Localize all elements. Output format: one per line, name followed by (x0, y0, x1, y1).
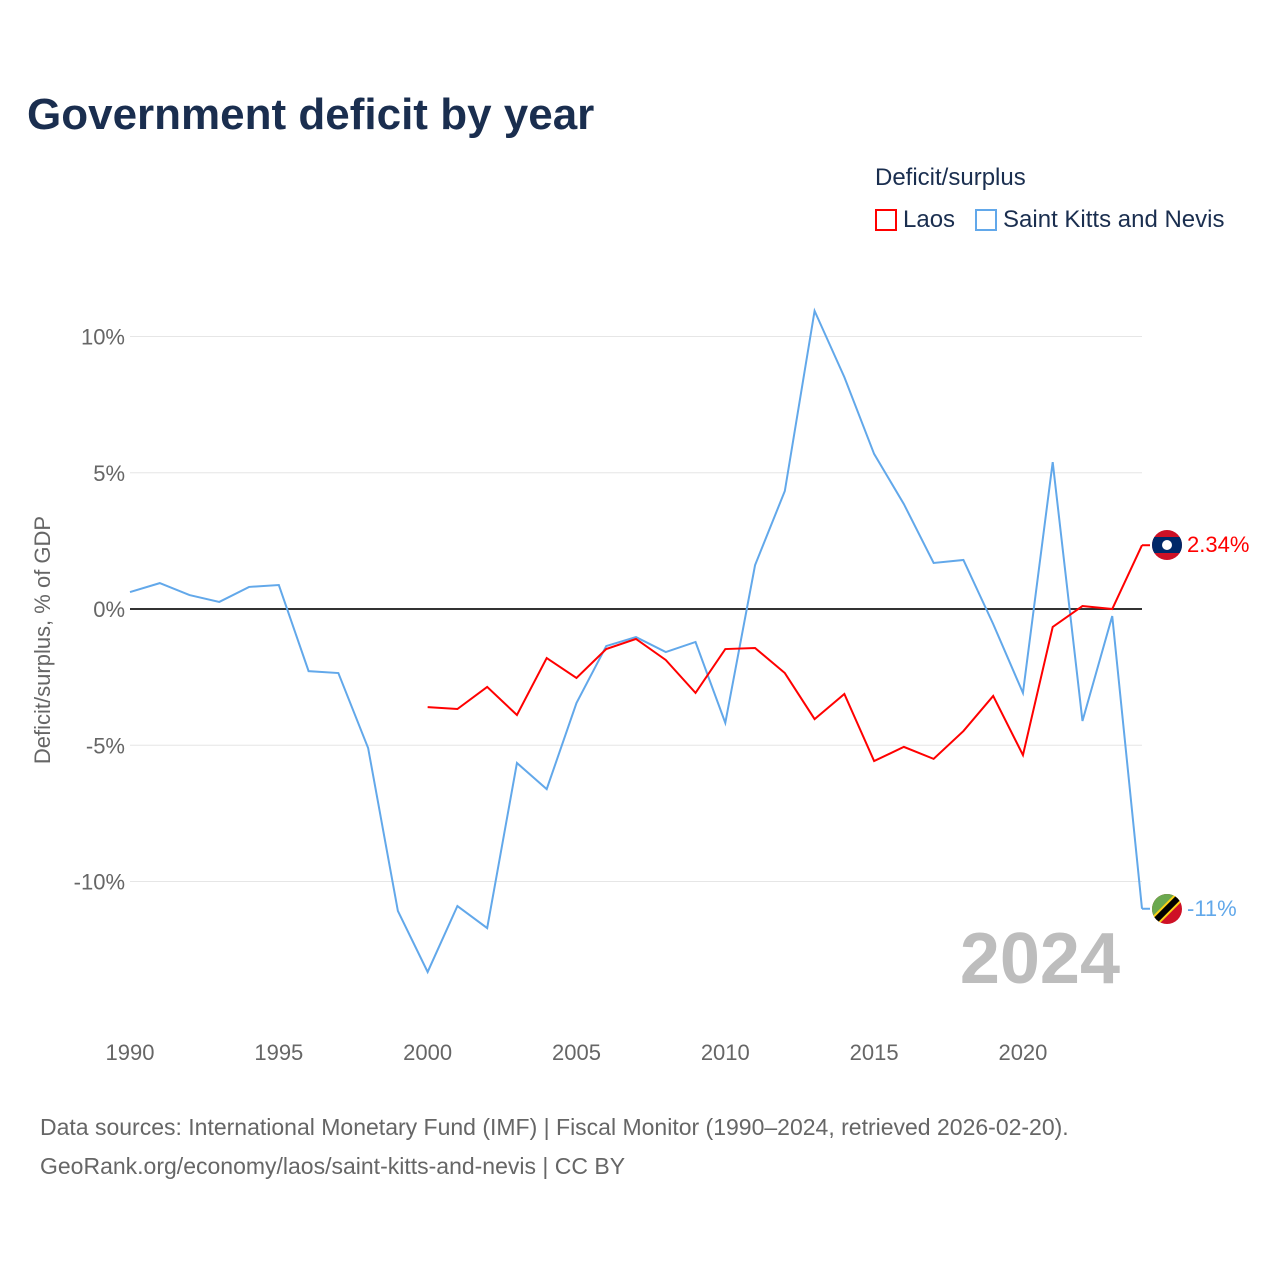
x-tick-label: 2000 (403, 1040, 452, 1065)
series-line-skn (129, 307, 1143, 975)
series-line-laos (427, 544, 1143, 763)
end-label-laos: 2.34% (1187, 532, 1249, 557)
legend-title: Deficit/surplus (875, 164, 1026, 191)
laos-flag-icon (1152, 530, 1182, 560)
saint-kitts-flag-icon (1152, 894, 1182, 924)
legend-label-laos: Laos (903, 206, 956, 233)
y-tick-label: 10% (81, 325, 125, 350)
legend: Laos Saint Kitts and Nevis (875, 206, 1224, 234)
y-axis-label: Deficit/surplus, % of GDP (30, 516, 55, 764)
chart-title: Government deficit by year (27, 90, 595, 139)
x-tick-label: 2020 (998, 1040, 1047, 1065)
year-watermark: 2024 (960, 919, 1120, 999)
y-tick-label: 5% (93, 461, 125, 486)
x-tick-label: 2005 (552, 1040, 601, 1065)
x-tick-label: 2015 (850, 1040, 899, 1065)
x-tick-label: 1995 (254, 1040, 303, 1065)
legend-label-skn: Saint Kitts and Nevis (1003, 206, 1225, 233)
end-label-skn: -11% (1187, 896, 1237, 921)
x-tick-label: 2010 (701, 1040, 750, 1065)
legend-swatch-laos (875, 209, 897, 231)
y-tick-label: 0% (93, 597, 125, 622)
source-note: Data sources: International Monetary Fun… (40, 1108, 1069, 1186)
source-line: GeoRank.org/economy/laos/saint-kitts-and… (40, 1153, 626, 1179)
source-line: Data sources: International Monetary Fun… (40, 1114, 1069, 1140)
x-tick-label: 1990 (106, 1040, 155, 1065)
legend-swatch-skn (975, 209, 998, 231)
y-tick-label: -5% (86, 733, 125, 758)
y-tick-label: -10% (74, 870, 125, 895)
